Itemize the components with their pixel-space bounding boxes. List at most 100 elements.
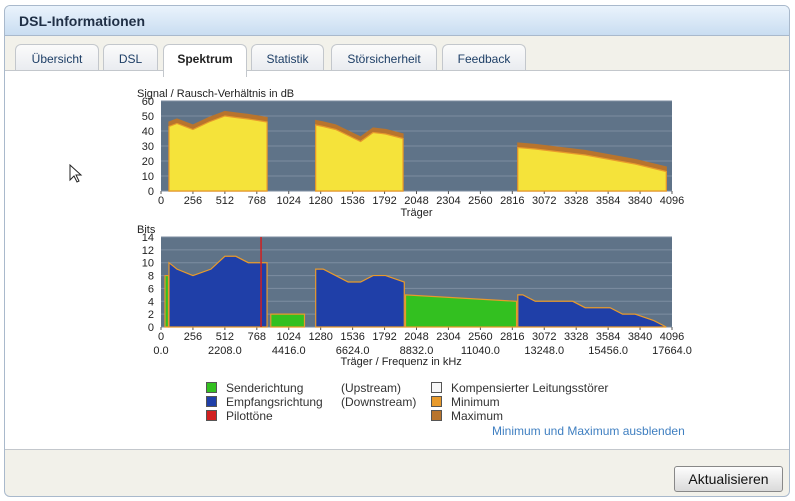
chart-0-y-tick: 50 (142, 111, 154, 123)
chart-1-x-tick: 3840 (628, 331, 652, 343)
chart-1-khz-tick: 15456.0 (588, 345, 628, 357)
chart-0-x-tick: 1792 (372, 195, 396, 207)
tab-spectrum[interactable]: Spektrum (163, 44, 247, 77)
chart-1-y-tick: 8 (148, 271, 154, 283)
toggle-minmax-link[interactable]: Minimum und Maximum ausblenden (492, 424, 685, 438)
chart-0-y-tick: 20 (142, 156, 154, 168)
chart-0-y-tick: 0 (148, 186, 154, 198)
upstream-bits-area (270, 313, 306, 328)
snr-area (168, 115, 268, 192)
downstream-bits-area (517, 294, 667, 328)
chart-0-x-tick: 256 (184, 195, 202, 207)
upstream-swatch (206, 382, 217, 393)
tab-interference[interactable]: Störsicherheit (331, 44, 437, 75)
chart-1-x-tick: 2560 (468, 331, 492, 343)
chart-1-x-tick: 256 (184, 331, 202, 343)
snr-area (315, 124, 404, 192)
chart-1-y-tick: 0 (148, 322, 154, 334)
chart-0-x-tick: 512 (216, 195, 234, 207)
chart-1-x-tick: 0 (158, 331, 164, 343)
legend-upstream-label: Senderichtung (226, 381, 304, 395)
chart-0-y-tick: 30 (142, 141, 154, 153)
chart-1-khz-tick: 6624.0 (336, 345, 370, 357)
window-title: DSL-Informationen (5, 6, 789, 36)
dsl-info-window: DSL-Informationen Übersicht DSL Spektrum… (4, 5, 790, 497)
upstream-bits-area (164, 274, 170, 328)
chart-0-y-tick: 10 (142, 171, 154, 183)
tab-feedback[interactable]: Feedback (442, 44, 526, 75)
chart-1-khz-tick: 17664.0 (652, 345, 692, 357)
spectrum-charts: Signal / Rausch-Verhältnis in dB01020304… (137, 88, 692, 368)
chart-1-y-tick: 10 (142, 258, 154, 270)
chart-0-x-tick: 3328 (564, 195, 588, 207)
chart-1-x-tick: 1024 (277, 331, 301, 343)
legend-maximum-label: Maximum (451, 409, 504, 423)
chart-1-x-tick: 2048 (404, 331, 428, 343)
chart-1-y-tick: 4 (148, 296, 154, 308)
legend-compensated: Kompensierter Leitungsstörer (431, 381, 608, 395)
legend-downstream-note: (Downstream) (341, 395, 417, 409)
chart-0-x-tick: 2560 (468, 195, 492, 207)
chart-1-y-tick: 6 (148, 283, 154, 295)
chart-1-khz-tick: 13248.0 (524, 345, 564, 357)
legend-compensated-label: Kompensierter Leitungsstörer (451, 381, 609, 395)
chart-1-x-tick: 768 (248, 331, 266, 343)
chart-0-title: Signal / Rausch-Verhältnis in dB (137, 88, 294, 100)
chart-0-x-tick: 2304 (436, 195, 460, 207)
chart-0-xlabel: Träger (401, 207, 433, 219)
chart-1-x-tick: 4096 (660, 331, 684, 343)
snr-area (517, 146, 667, 192)
chart-1-khz-tick: 8832.0 (400, 345, 434, 357)
chart-1-x-tick: 3328 (564, 331, 588, 343)
chart-1-khz-tick: 4416.0 (272, 345, 306, 357)
spectrum-panel: Signal / Rausch-Verhältnis in dB 0 10 20 30 4… (5, 70, 789, 450)
chart-1-x-tick: 3584 (596, 331, 620, 343)
chart-0-x-tick: 4096 (660, 195, 684, 207)
chart-1-khz-tick: 2208.0 (208, 345, 242, 357)
chart-1-x-tick: 1792 (372, 331, 396, 343)
legend-pilot-label: Pilottöne (226, 409, 273, 423)
tab-overview[interactable]: Übersicht (15, 44, 99, 75)
tab-dsl[interactable]: DSL (103, 44, 158, 75)
legend-minimum: Minimum (431, 395, 500, 409)
chart-1-khz-tick: 0.0 (153, 345, 168, 357)
chart-0-x-tick: 3584 (596, 195, 620, 207)
legend-upstream-note: (Upstream) (341, 381, 402, 395)
chart-0-y-tick: 40 (142, 126, 154, 138)
minimum-swatch (431, 396, 442, 407)
refresh-button[interactable]: Aktualisieren (674, 466, 783, 492)
chart-1-y-tick: 2 (148, 309, 154, 321)
legend-maximum: Maximum (431, 409, 503, 423)
chart-1-x-tick: 3072 (532, 331, 556, 343)
chart-1-y-tick: 12 (142, 245, 154, 257)
mouse-pointer-icon (69, 164, 83, 183)
legend-downstream: Empfangsrichtung (206, 395, 323, 409)
chart-1-x-tick: 1280 (308, 331, 332, 343)
chart-0-x-tick: 1280 (308, 195, 332, 207)
chart-1-x-tick: 2304 (436, 331, 460, 343)
maximum-swatch (431, 410, 442, 421)
chart-1-x-tick: 512 (216, 331, 234, 343)
pilot-swatch (206, 410, 217, 421)
legend-minimum-label: Minimum (451, 395, 500, 409)
chart-1-x-tick: 2816 (500, 331, 524, 343)
chart-1-y-tick: 14 (142, 232, 154, 244)
upstream-bits-area (404, 294, 518, 328)
downstream-bits-area (315, 268, 405, 328)
chart-0-x-tick: 1024 (277, 195, 301, 207)
downstream-bits-area (168, 255, 268, 328)
downstream-swatch (206, 396, 217, 407)
legend-pilot: Pilottöne (206, 409, 273, 423)
chart-0-x-tick: 1536 (340, 195, 364, 207)
chart-0-x-tick: 2048 (404, 195, 428, 207)
chart-0-x-tick: 0 (158, 195, 164, 207)
chart-0-x-tick: 3840 (628, 195, 652, 207)
tab-statistics[interactable]: Statistik (251, 44, 324, 75)
legend-upstream: Senderichtung (206, 381, 303, 395)
chart-0-x-tick: 3072 (532, 195, 556, 207)
chart-0-y-tick: 60 (142, 96, 154, 108)
chart-1-x-tick: 1536 (340, 331, 364, 343)
chart-1-xlabel: Träger / Frequenz in kHz (341, 356, 462, 368)
chart-0-x-tick: 2816 (500, 195, 524, 207)
chart-1-title: Bits (137, 224, 156, 236)
